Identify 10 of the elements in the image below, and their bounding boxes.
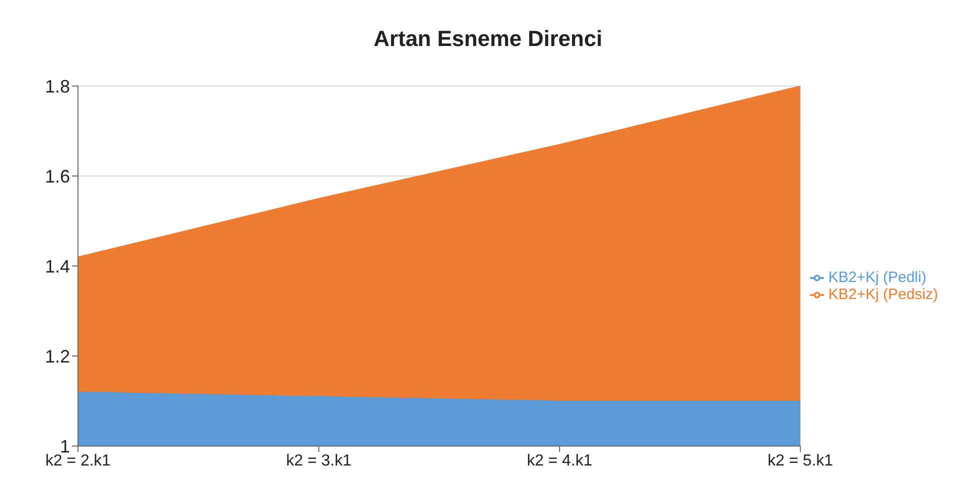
legend-label: KB2+Kj (Pedli) [828, 269, 926, 286]
x-tick-label: k2 = 5.k1 [768, 452, 834, 470]
y-tick-label: 1.4 [44, 256, 70, 276]
y-tick-label: 1.2 [44, 346, 70, 366]
legend-label: KB2+Kj (Pedsiz) [828, 286, 938, 303]
x-tick-label: k2 = 4.k1 [526, 452, 592, 470]
y-tick-label: 1.6 [44, 166, 70, 186]
x-tick-label: k2 = 3.k1 [286, 452, 352, 470]
y-tick-label: 1.8 [44, 76, 70, 96]
chart-title: Artan Esneme Direnci [372, 25, 604, 53]
